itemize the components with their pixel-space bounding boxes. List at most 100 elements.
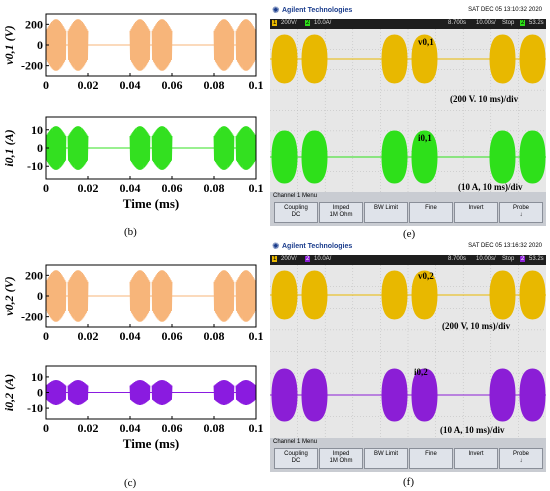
x-tick-label: 0.04 [120, 78, 141, 92]
softkey-label: Coupling [284, 451, 308, 457]
probe-button[interactable]: Probe ↓ [499, 448, 543, 469]
label-v: v0,2 [418, 271, 434, 281]
caption-f: (f) [403, 476, 414, 488]
y-axis-label: v0,1 (V) [2, 25, 16, 64]
burst-trace [411, 34, 438, 84]
trig-level: 53.2s [529, 256, 544, 262]
y-axis-label: i0,1 (A) [2, 129, 16, 166]
x-tick-label: 0.06 [162, 421, 183, 435]
y-tick-label: 0 [37, 289, 43, 303]
burst-trace [45, 270, 67, 322]
burst-trace [235, 270, 257, 322]
softkey-label: Coupling [284, 205, 308, 211]
burst-trace [67, 379, 89, 406]
burst-trace [151, 126, 173, 170]
y-tick-label: 10 [31, 370, 43, 384]
burst-trace [489, 368, 516, 422]
invert-button[interactable]: Invert [454, 202, 498, 223]
x-tick-label: 0.08 [204, 181, 225, 195]
burst-trace [381, 34, 408, 84]
status-bar: 1 200V/ 2 10.0A/ 8.700s 10.00s/ Stop 2 5… [270, 19, 546, 29]
burst-trace [489, 130, 516, 184]
trig-level: 53.2s [529, 20, 544, 26]
brand: Agilent Technologies [282, 7, 353, 14]
burst-trace [213, 270, 235, 322]
ch2-scale: 10.0A/ [314, 20, 332, 26]
burst-trace [381, 130, 408, 184]
y-tick-label: 0 [37, 38, 43, 52]
burst-trace [519, 34, 546, 84]
y-tick-label: 10 [31, 123, 43, 137]
x-tick-label: 0.02 [78, 78, 99, 92]
scope-traces [270, 29, 546, 192]
delay: 8.700s [448, 20, 467, 26]
bw-limit-button[interactable]: BW Limit [364, 202, 408, 223]
timestamp: SAT DEC 05 13:16:32 2020 [468, 243, 542, 249]
x-tick-label: 0 [43, 421, 49, 435]
ch2-badge: 2 [305, 20, 311, 26]
burst-trace [45, 126, 67, 170]
x-tick-label: 0.08 [204, 78, 225, 92]
burst-trace [411, 130, 438, 184]
burst-trace [213, 126, 235, 170]
x-tick-label: 0.06 [162, 329, 183, 343]
scope-e: ✺ Agilent Technologies SAT DEC 05 13:10:… [270, 4, 546, 226]
agilent-logo-icon: ✺ [272, 241, 280, 251]
invert-button[interactable]: Invert [454, 448, 498, 469]
burst-trace [301, 34, 328, 84]
x-tick-label: 0.1 [249, 421, 264, 435]
burst-trace [301, 130, 328, 184]
softkey-value: ↓ [519, 458, 523, 464]
ch1-badge: 1 [272, 20, 278, 26]
softkey-label: Probe [512, 451, 529, 457]
ch1-badge: 1 [272, 256, 278, 262]
burst-trace [235, 379, 257, 406]
burst-trace [411, 270, 438, 320]
x-tick-label: 0.08 [204, 329, 225, 343]
y-tick-label: -200 [21, 59, 43, 73]
y-axis-label: v0,2 (V) [2, 276, 16, 315]
coupling-button[interactable]: Coupling DC [274, 448, 318, 469]
y-tick-label: -200 [21, 310, 43, 324]
x-tick-label: 0.04 [120, 181, 141, 195]
softkey-label: Fine [425, 451, 437, 457]
fine-button[interactable]: Fine [409, 448, 453, 469]
burst-trace [129, 379, 151, 406]
burst-trace [235, 126, 257, 170]
bw-limit-button[interactable]: BW Limit [364, 448, 408, 469]
burst-trace [67, 270, 89, 322]
ch2-badge: 2 [305, 256, 311, 262]
coupling-button[interactable]: Coupling DC [274, 202, 318, 223]
softkey-value: DC [291, 458, 301, 464]
status-bar: 1 200V/ 2 10.0A/ 8.700s 10.00s/ Stop 2 5… [270, 255, 546, 265]
brand: Agilent Technologies [282, 243, 353, 250]
y-tick-label: -10 [27, 159, 43, 173]
imped-button[interactable]: Imped 1M Ohm [319, 202, 363, 223]
probe-button[interactable]: Probe ↓ [499, 202, 543, 223]
caption-e: (e) [403, 228, 416, 240]
agilent-logo-icon: ✺ [272, 5, 280, 15]
fine-button[interactable]: Fine [409, 202, 453, 223]
timebase: 10.00s/ [476, 20, 496, 26]
x-tick-label: 0.06 [162, 181, 183, 195]
burst-trace [411, 368, 438, 422]
x-tick-label: 0.02 [78, 329, 99, 343]
burst-trace [129, 126, 151, 170]
burst-trace [129, 19, 151, 71]
burst-trace [271, 270, 298, 320]
simulation-plots: 0 0.02 0.04 0.06 0.08 0.1 200 0 -200 v0,1 (V) 0 0.0… [2, 13, 264, 451]
y-tick-label: 200 [25, 268, 43, 282]
run-state: Stop [502, 256, 515, 262]
ch2-scale: 10.0A/ [314, 256, 332, 262]
ch1-scale: 200V/ [281, 20, 297, 26]
label-v-scale: (200 V. 10 ms)/div [450, 94, 519, 104]
timebase: 10.00s/ [476, 256, 496, 262]
softkey-label: BW Limit [374, 205, 398, 211]
label-i-scale: (10 A, 10 ms)/div [458, 182, 523, 192]
scope-screen: v0,2 (200 V, 10 ms)/div i0,2 (10 A, 10 m… [270, 265, 546, 438]
scope-header: ✺ Agilent Technologies SAT DEC 05 13:10:… [270, 4, 546, 19]
burst-trace [151, 19, 173, 71]
softkey-value: ↓ [519, 212, 523, 218]
imped-button[interactable]: Imped 1M Ohm [319, 448, 363, 469]
timestamp: SAT DEC 05 13:10:32 2020 [468, 7, 542, 13]
